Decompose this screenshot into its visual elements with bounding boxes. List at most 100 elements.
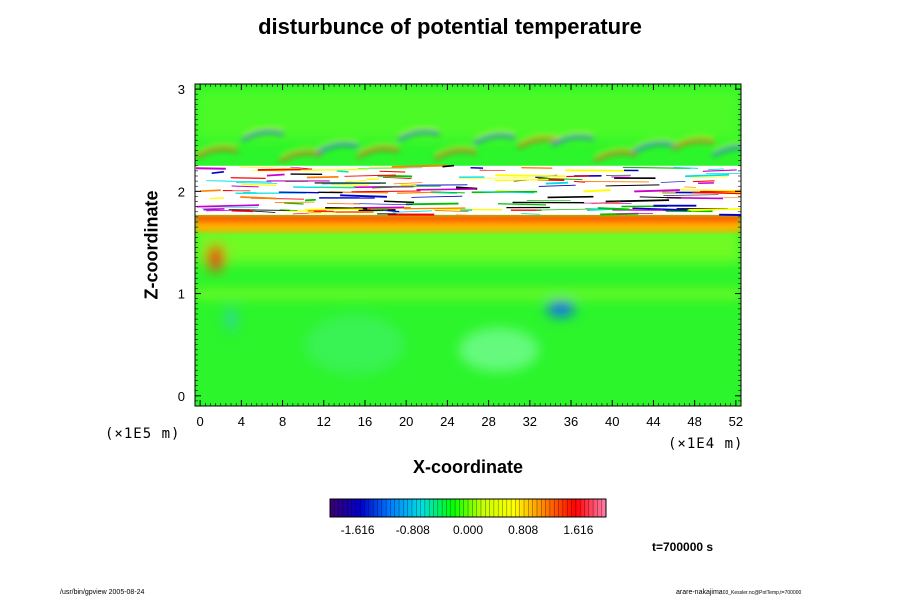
field-blob: [546, 300, 575, 317]
field-streak: [300, 168, 369, 171]
field-streak: [566, 175, 590, 178]
field-streak: [240, 196, 277, 200]
field-streak: [196, 204, 259, 208]
field-streak: [345, 179, 367, 183]
field-streak: [719, 213, 741, 216]
field-wave: [195, 143, 238, 154]
x-tick-label: 16: [358, 414, 372, 429]
x-tick-label: 32: [523, 414, 537, 429]
field-streak: [430, 192, 457, 194]
x-tick-label: 8: [279, 414, 286, 429]
field-streak: [336, 170, 349, 173]
field-streak: [688, 208, 741, 211]
field-band: [195, 227, 741, 263]
field-wave: [434, 148, 477, 160]
y-tick-label: 3: [178, 82, 185, 97]
footer-right: arare-nakajima03_Kessler.nc@PotTemp,t=70…: [676, 589, 801, 596]
field-streak: [251, 170, 287, 172]
field-blob: [205, 243, 226, 272]
field-streak: [405, 202, 459, 206]
field-streak: [340, 194, 387, 198]
field-streak: [383, 209, 400, 213]
field-wave: [279, 147, 322, 158]
field-streak: [239, 166, 301, 169]
x-tick-label: 28: [481, 414, 495, 429]
field-streak: [684, 186, 696, 188]
field-streak: [279, 209, 298, 211]
field-streak: [573, 180, 586, 183]
field-streak: [351, 190, 421, 193]
field-streak: [228, 209, 290, 211]
field-wave: [397, 130, 440, 142]
field-streak: [497, 203, 547, 206]
field-blob: [225, 307, 238, 332]
field-streak: [521, 166, 553, 169]
colorbar-tick-label: -1.616: [341, 523, 375, 537]
heatmap-field: [195, 84, 741, 406]
field-streak: [393, 182, 423, 185]
field-streak: [292, 212, 322, 215]
field-streak: [605, 184, 660, 187]
field-streak: [357, 167, 423, 169]
field-streak: [481, 191, 535, 194]
field-wave: [356, 146, 400, 158]
field-streak: [206, 180, 272, 183]
field-streak: [404, 207, 466, 210]
field-streak: [616, 213, 653, 215]
x-scale-label: (×1E4 m): [668, 436, 744, 452]
field-streak: [379, 170, 406, 173]
field-wave: [316, 139, 359, 150]
field-streak: [673, 166, 699, 169]
field-streak: [458, 177, 528, 180]
footer-left: /usr/bin/gpview 2005-08-24: [60, 589, 145, 596]
x-tick-label: 24: [440, 414, 454, 429]
colorbar-tick-label: 0.808: [508, 523, 538, 537]
field-wave: [357, 143, 399, 154]
y-tick-label: 0: [178, 389, 185, 404]
x-tick-label: 36: [564, 414, 578, 429]
field-streak: [494, 178, 549, 182]
field-streak: [545, 181, 569, 185]
field-streak: [278, 191, 320, 194]
field-streak: [284, 202, 304, 205]
footer-right-small: 03_Kessler.nc@PotTemp,t=700000: [722, 590, 802, 596]
field-streak: [702, 169, 737, 172]
field-streak: [538, 184, 576, 187]
y-tick-label: 1: [178, 287, 185, 302]
field-streak: [632, 207, 685, 211]
field-streak: [236, 182, 278, 184]
field-streak: [707, 168, 724, 171]
field-streak: [253, 210, 276, 213]
field-streak: [411, 195, 463, 198]
field-wave: [551, 134, 594, 146]
x-tick-label: 40: [605, 414, 619, 429]
field-streak: [377, 174, 413, 178]
field-streak: [685, 173, 730, 178]
colorbar-tick-label: -0.808: [396, 523, 430, 537]
field-wave: [633, 138, 675, 149]
field-streak: [305, 198, 316, 202]
colorbar: -1.616 -0.808 0.000 0.808 1.616: [329, 498, 607, 537]
field-streak: [583, 189, 611, 193]
field-streak: [195, 167, 226, 170]
y-axis: 0 1 2 3: [178, 82, 741, 407]
field-streak: [634, 189, 680, 193]
field-blob: [458, 327, 539, 372]
field-streak: [231, 210, 254, 213]
colorbar-tick-label: 1.616: [563, 523, 593, 537]
field-streak: [690, 176, 729, 179]
field-streak: [353, 203, 413, 205]
field-streak: [663, 194, 719, 196]
field-streak: [622, 166, 691, 169]
field-wave: [279, 150, 322, 162]
field-wave: [672, 138, 715, 150]
x-axis-label: X-coordinate: [412, 457, 523, 477]
field-streak: [537, 177, 583, 181]
field-streak: [383, 200, 415, 204]
field-wave: [593, 150, 637, 162]
footer-right-main: arare-nakajima: [676, 589, 723, 596]
field-streak: [305, 208, 363, 211]
x-tick-label: 52: [729, 414, 743, 429]
x-tick-label: 4: [238, 414, 245, 429]
